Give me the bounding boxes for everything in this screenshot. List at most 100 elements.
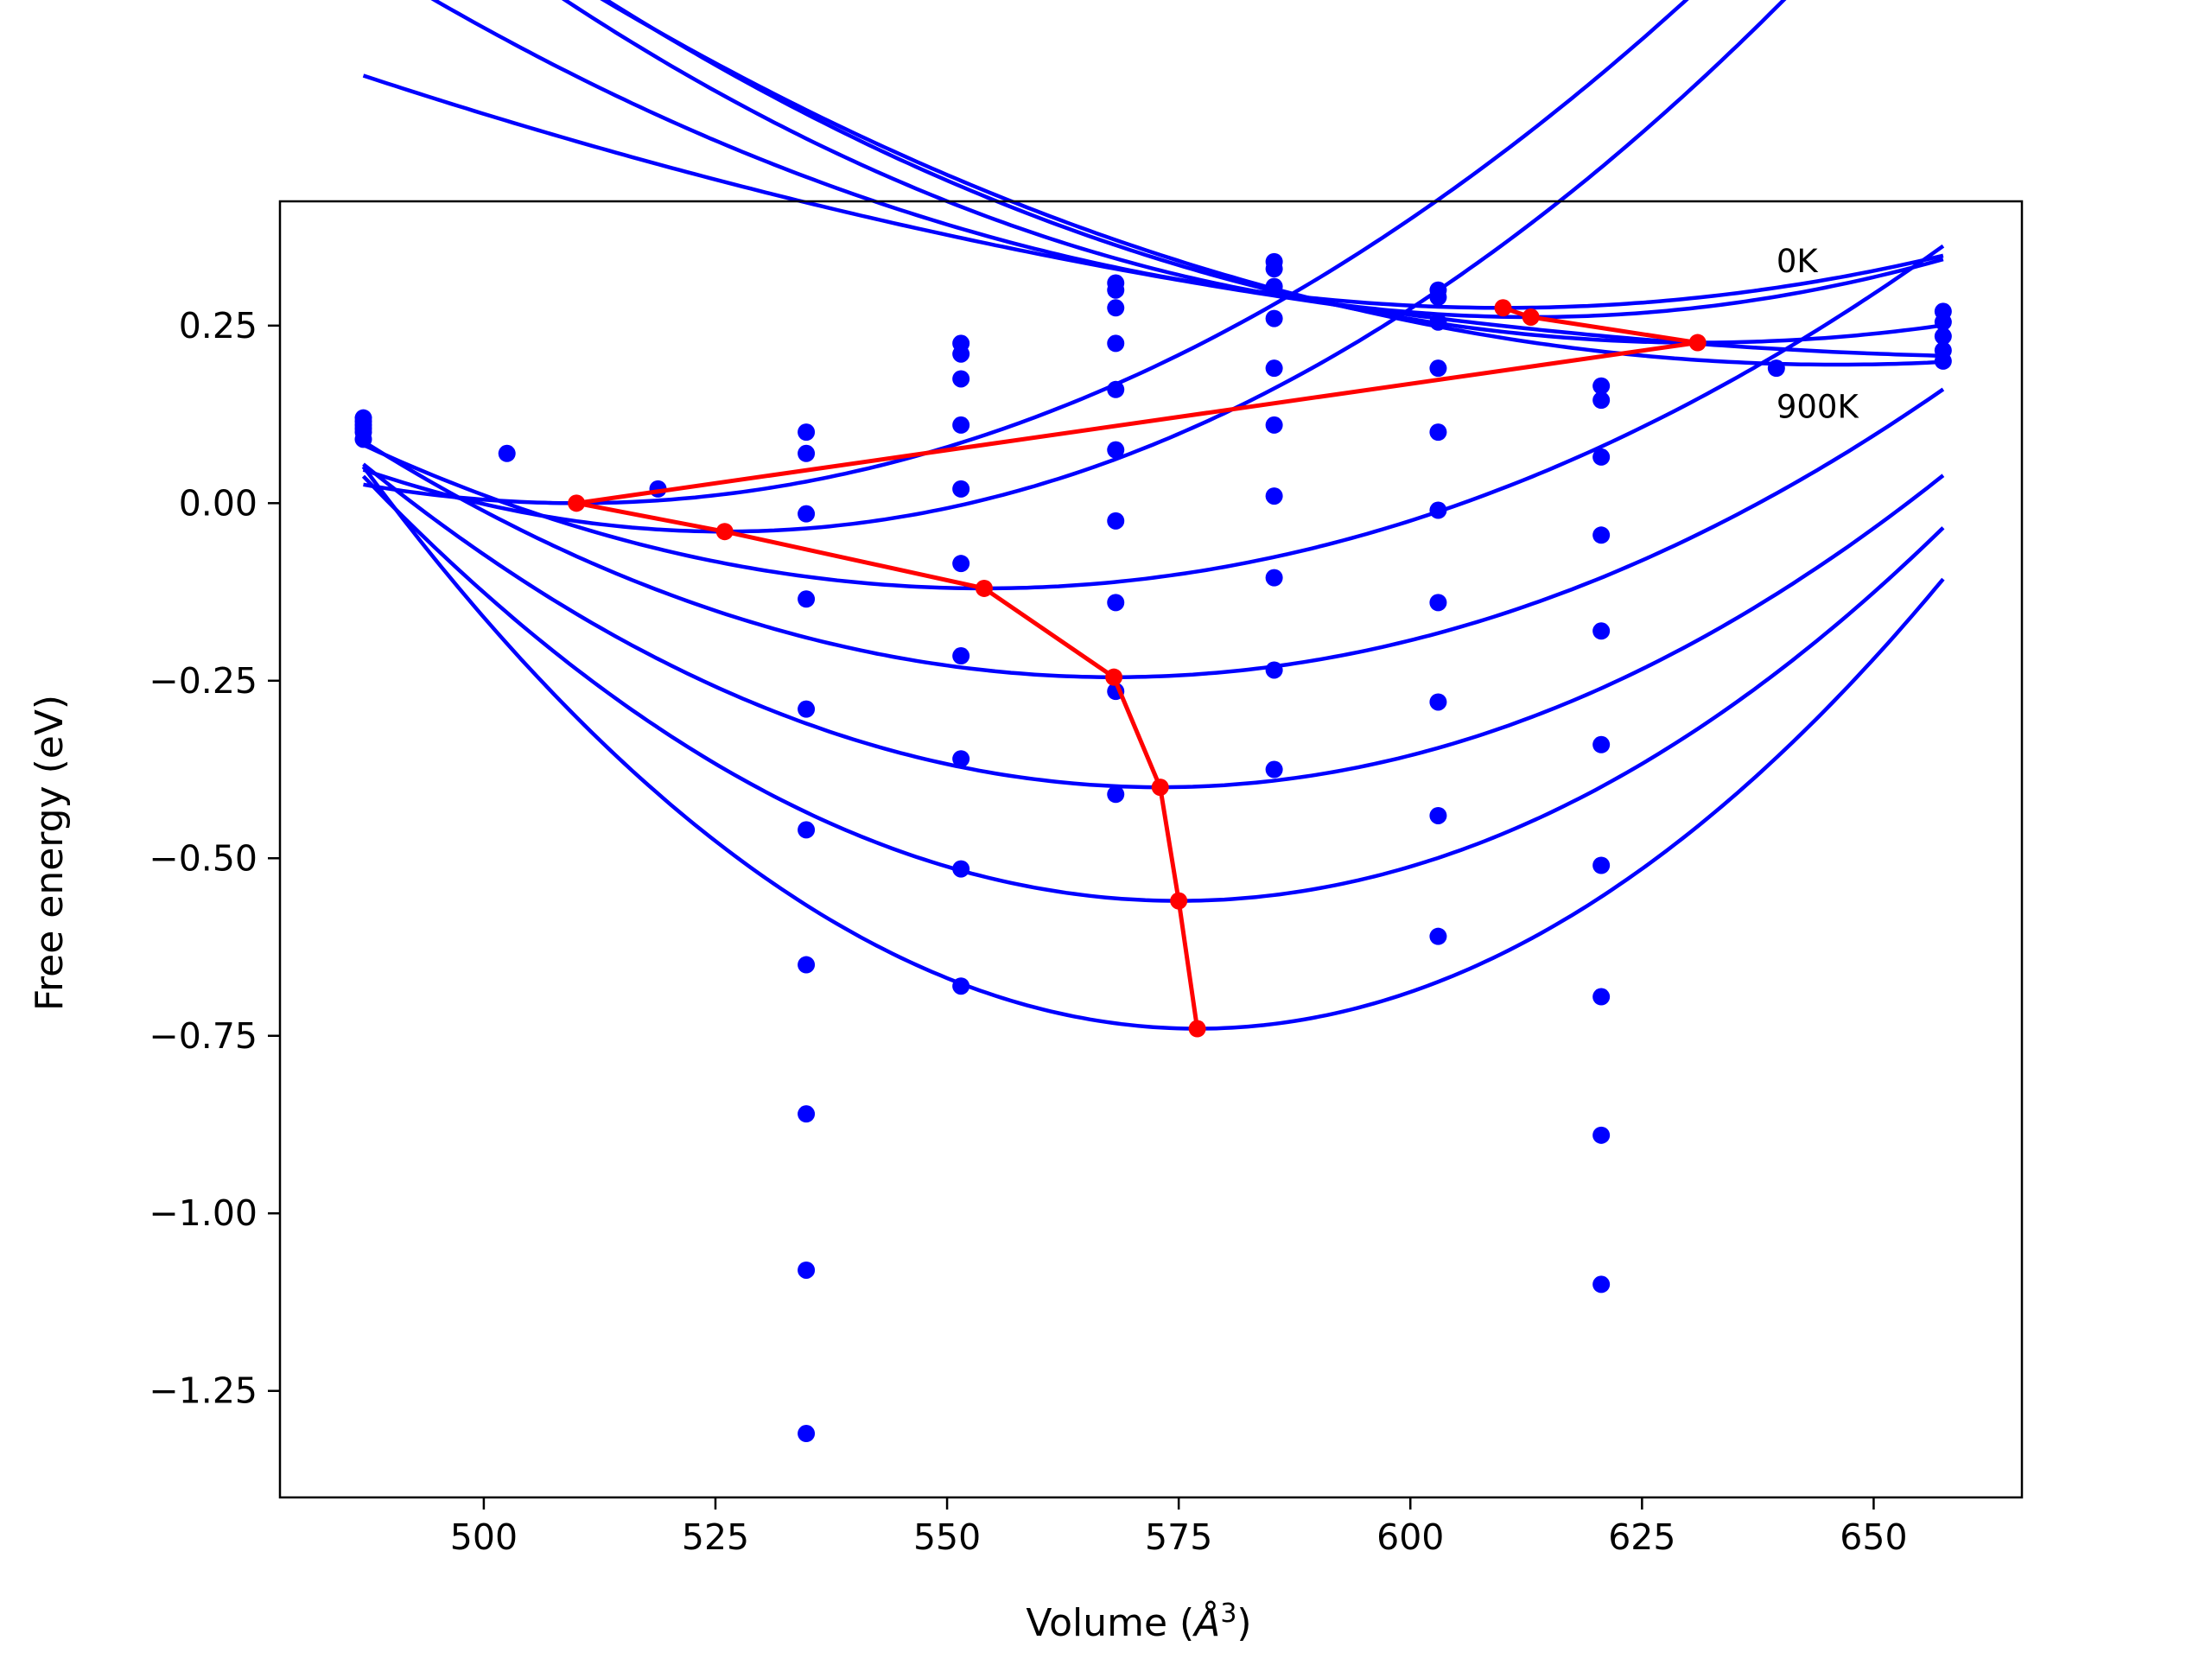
data-point xyxy=(952,977,970,995)
data-point xyxy=(798,700,816,718)
data-point xyxy=(1429,806,1447,824)
data-point xyxy=(1592,391,1611,410)
data-point xyxy=(354,409,372,427)
data-point xyxy=(952,480,970,498)
data-point xyxy=(1429,501,1447,519)
data-point xyxy=(1107,512,1125,530)
data-point xyxy=(952,860,970,878)
minimum-point xyxy=(1688,334,1707,352)
data-point xyxy=(798,1261,816,1279)
y-tick-label: −1.00 xyxy=(149,1192,257,1234)
y-tick-label: −0.50 xyxy=(149,837,257,879)
data-point xyxy=(1592,1126,1611,1144)
data-point xyxy=(1429,693,1447,711)
data-point xyxy=(1107,441,1125,459)
data-point xyxy=(1107,785,1125,804)
fit-curve-6 xyxy=(363,0,1689,505)
annotations: 0K 900K xyxy=(1777,243,1860,425)
data-point xyxy=(1107,281,1125,299)
data-point xyxy=(1265,359,1283,378)
fit-curve-4 xyxy=(600,0,1943,367)
data-point xyxy=(1107,380,1125,398)
data-point xyxy=(952,416,970,434)
y-tick-label: 0.25 xyxy=(179,305,257,346)
fit-curve-2 xyxy=(561,0,1944,320)
data-point xyxy=(1107,594,1125,612)
data-point xyxy=(1767,359,1785,378)
data-point xyxy=(1107,334,1125,353)
data-point xyxy=(1429,313,1447,331)
data-point xyxy=(1265,309,1283,327)
fit-curve-8 xyxy=(362,244,1945,591)
data-point xyxy=(798,423,816,442)
data-point xyxy=(1592,448,1611,466)
x-axis-ticks: 500 525 550 575 600 625 650 xyxy=(450,1497,1908,1558)
temperature-annotation: 900K xyxy=(1777,389,1860,426)
y-axis-label: Free energy (eV) xyxy=(28,695,72,1011)
minimum-path xyxy=(568,299,1707,1038)
fit-curve-11 xyxy=(361,474,1945,903)
data-point xyxy=(952,345,970,363)
data-point xyxy=(1429,594,1447,612)
data-point xyxy=(798,505,816,523)
data-points xyxy=(354,252,1952,1443)
data-point xyxy=(1592,735,1611,753)
minimum-point xyxy=(715,523,734,541)
data-point xyxy=(1265,487,1283,505)
data-point xyxy=(498,444,516,462)
data-point xyxy=(798,1425,816,1443)
data-point xyxy=(1592,622,1611,640)
data-point xyxy=(798,1105,816,1123)
data-point xyxy=(952,370,970,388)
data-point xyxy=(1265,760,1283,779)
x-tick-label: 525 xyxy=(682,1516,749,1558)
data-point xyxy=(1265,569,1283,587)
data-point xyxy=(1265,260,1283,278)
fit-curve-7 xyxy=(362,0,1787,534)
x-tick-label: 600 xyxy=(1376,1516,1444,1558)
data-point xyxy=(1265,661,1283,679)
data-point xyxy=(1592,377,1611,395)
data-point xyxy=(1429,927,1447,945)
data-point xyxy=(1429,423,1447,442)
data-point xyxy=(952,647,970,665)
y-tick-label: 0.00 xyxy=(179,482,257,524)
minimum-point xyxy=(1105,668,1123,686)
x-tick-label: 550 xyxy=(913,1516,981,1558)
data-point xyxy=(798,956,816,974)
plot-frame xyxy=(278,200,2024,1499)
data-point xyxy=(1934,327,1952,346)
x-tick-label: 575 xyxy=(1145,1516,1212,1558)
minimum-point xyxy=(1522,308,1540,326)
y-tick-label: −1.25 xyxy=(149,1370,257,1412)
data-point xyxy=(1934,352,1952,370)
fit-curve-5 xyxy=(362,73,1943,359)
data-point xyxy=(1429,288,1447,306)
x-tick-label: 625 xyxy=(1608,1516,1675,1558)
fit-curve-9 xyxy=(362,387,1945,679)
data-point xyxy=(1592,1275,1611,1294)
data-point xyxy=(1265,416,1283,434)
minimum-point xyxy=(1188,1020,1206,1038)
data-point xyxy=(952,750,970,768)
x-axis-label: Volume (Å3) xyxy=(1026,1599,1251,1645)
fit-curves xyxy=(361,0,1945,1031)
data-point xyxy=(1592,526,1611,544)
y-tick-label: −0.75 xyxy=(149,1015,257,1057)
x-tick-label: 500 xyxy=(450,1516,518,1558)
minimum-point xyxy=(1151,779,1169,797)
data-point xyxy=(952,555,970,573)
data-point xyxy=(1107,299,1125,317)
data-point xyxy=(1265,277,1283,296)
minimum-point xyxy=(1170,892,1188,910)
x-tick-label: 650 xyxy=(1840,1516,1907,1558)
y-axis-ticks: 0.25 0.00 −0.25 −0.50 −0.75 −1.00 −1.25 xyxy=(149,305,280,1412)
data-point xyxy=(798,444,816,462)
minimum-point xyxy=(1494,299,1512,317)
minimum-line xyxy=(575,305,1699,1029)
data-point xyxy=(798,821,816,839)
minimum-point xyxy=(975,579,993,597)
data-point xyxy=(1429,359,1447,378)
